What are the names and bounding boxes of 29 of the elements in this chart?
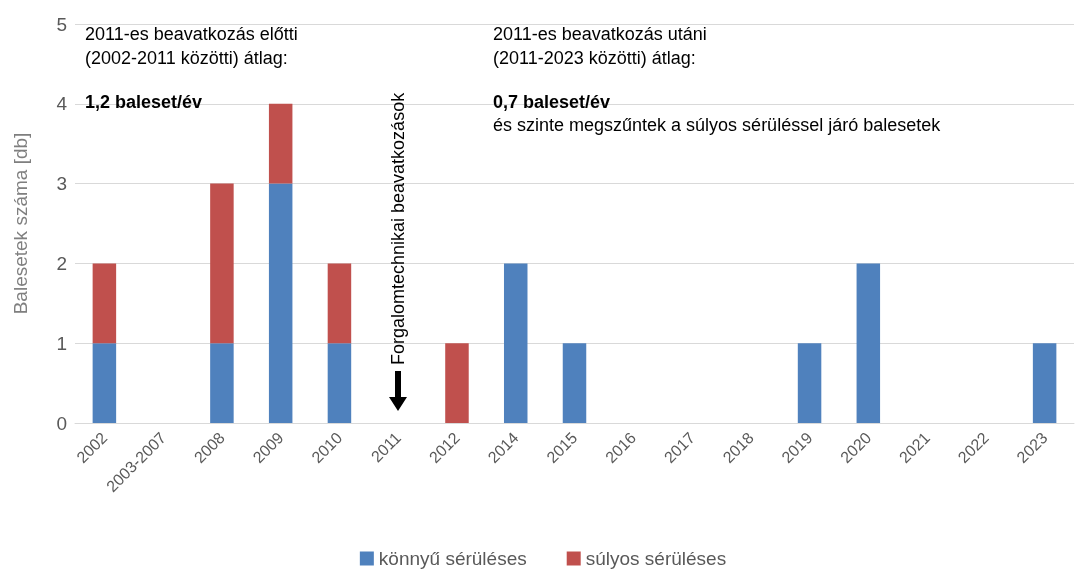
bar: [445, 343, 469, 423]
bar: [268, 103, 293, 184]
bar: [797, 343, 822, 423]
annotation: Forgalomtechnikai beavatkozások: [388, 91, 409, 365]
bar: [327, 343, 352, 423]
bar: [327, 263, 352, 344]
annotation: 2011-es beavatkozás utáni (2011-2023 közötti) átlag:: [493, 24, 707, 68]
bar: [562, 343, 587, 423]
annotation: és szinte megszűntek a súlyos sérüléssel járó balesetek: [493, 115, 942, 135]
y-tick-label: 3: [56, 173, 67, 195]
y-tick-label: 5: [56, 13, 67, 35]
bar: [268, 183, 293, 423]
y-tick-label: 0: [56, 412, 67, 434]
annotation: 2011-es beavatkozás előtti (2002-2011 közötti) átlag:: [85, 24, 298, 68]
bar: [210, 183, 234, 344]
legend-label: súlyos sérüléses: [585, 548, 727, 569]
bar: [503, 263, 528, 423]
bar: [1032, 343, 1057, 423]
y-tick-label: 2: [56, 252, 67, 274]
legend-label: könnyű sérüléses: [378, 548, 527, 569]
y-tick-label: 4: [56, 93, 68, 115]
bar: [92, 263, 117, 344]
y-axis-title: Balesetek száma [db]: [10, 132, 31, 315]
bar: [210, 343, 234, 423]
y-tick-label: 1: [56, 332, 67, 354]
annotation: 0,7 baleset/év: [493, 92, 611, 112]
bar: [856, 263, 881, 423]
bar: [92, 343, 117, 423]
annotation: 1,2 baleset/év: [85, 92, 203, 112]
